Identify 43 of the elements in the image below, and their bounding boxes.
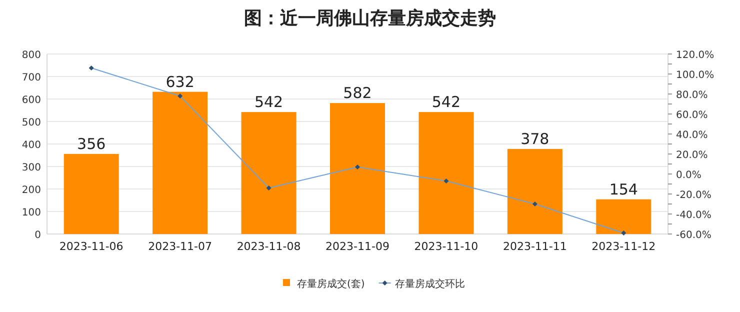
y-tick-label: 300 bbox=[22, 162, 41, 174]
y2-tick-label: 120.0% bbox=[676, 50, 714, 61]
bar bbox=[507, 148, 562, 234]
y2-tick-label: -20.0% bbox=[676, 190, 712, 201]
bar bbox=[64, 154, 119, 234]
x-tick-label: 2023-11-11 bbox=[502, 240, 567, 253]
y2-tick-label: -60.0% bbox=[676, 230, 712, 241]
data-label: 356 bbox=[77, 134, 106, 153]
x-tick-label: 2023-11-10 bbox=[414, 240, 478, 253]
y-tick-label: 500 bbox=[22, 118, 41, 128]
x-tick-label: 2023-11-09 bbox=[326, 240, 390, 253]
y-tick-label: 700 bbox=[22, 72, 41, 84]
bar bbox=[418, 112, 474, 234]
data-label: 582 bbox=[343, 84, 372, 102]
y2-tick-label: 0.0% bbox=[676, 170, 702, 181]
y2-tick-label: -40.0% bbox=[676, 210, 712, 221]
bar bbox=[241, 112, 296, 234]
y-tick-label: 400 bbox=[22, 140, 41, 151]
data-label: 378 bbox=[520, 130, 550, 148]
x-tick-label: 2023-11-12 bbox=[592, 240, 656, 253]
y2-tick-label: 100.0% bbox=[676, 70, 714, 81]
y2-tick-label: 60.0% bbox=[676, 110, 708, 121]
y-tick-label: 800 bbox=[22, 50, 41, 61]
bar bbox=[152, 92, 208, 234]
data-label: 632 bbox=[166, 72, 194, 91]
y2-tick-label: 20.0% bbox=[676, 150, 708, 161]
y2-tick-label: 40.0% bbox=[676, 130, 708, 141]
y-tick-label: 600 bbox=[22, 95, 41, 106]
data-label: 154 bbox=[609, 180, 638, 198]
bar bbox=[330, 103, 385, 234]
y-tick-label: 100 bbox=[22, 208, 41, 218]
y-tick-label: 0 bbox=[34, 230, 41, 241]
data-label: 542 bbox=[432, 93, 461, 112]
legend-label: 存量房成交环比 bbox=[394, 278, 465, 290]
data-label: 542 bbox=[254, 93, 284, 112]
y2-tick-label: 80.0% bbox=[676, 90, 708, 101]
chart-title: 图：近一周佛山存量房成交走势 bbox=[244, 8, 496, 29]
x-tick-label: 2023-11-08 bbox=[236, 240, 301, 253]
legend-label: 存量房成交(套) bbox=[297, 278, 365, 290]
y-tick-label: 200 bbox=[22, 185, 41, 196]
x-tick-label: 2023-11-06 bbox=[59, 240, 124, 253]
x-tick-label: 2023-11-07 bbox=[148, 240, 212, 253]
bar bbox=[596, 199, 652, 234]
